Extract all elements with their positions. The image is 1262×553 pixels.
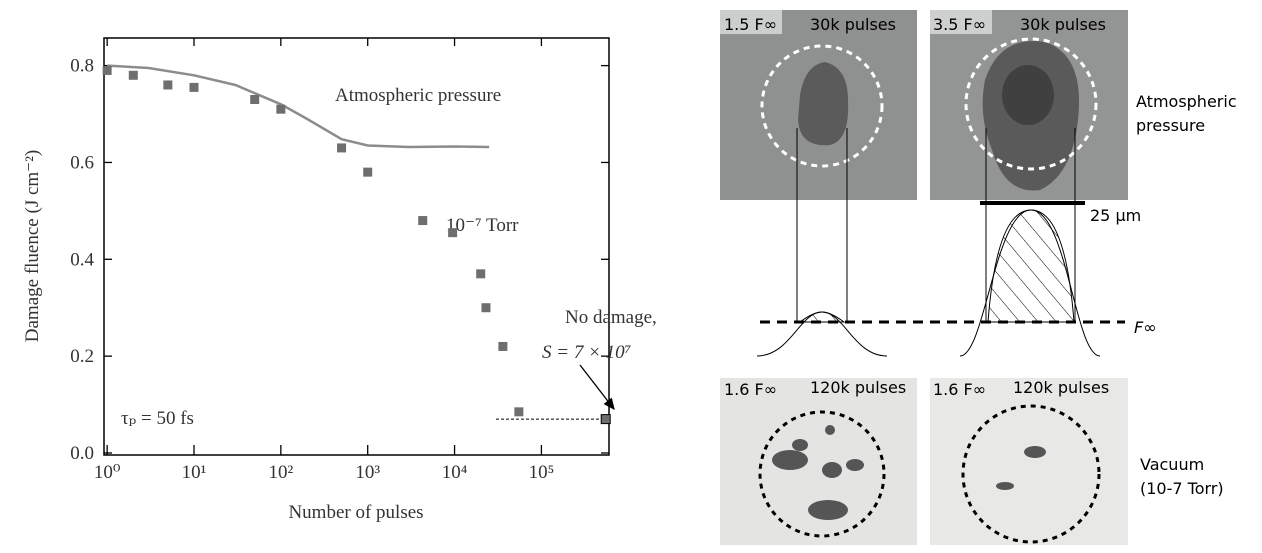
image-panels: 1.5 F∞ 30k pulses 3.5 F∞ 30k pulses 1.6 … (720, 10, 1237, 545)
label-bg (720, 10, 782, 34)
annotation: τₚ = 50 fs (121, 408, 194, 429)
scale-label: 25 µm (1090, 206, 1141, 225)
row-label: Atmospheric (1136, 92, 1237, 111)
threshold-label: F∞ (1134, 318, 1157, 337)
y-tick-label: 0.8 (70, 56, 94, 77)
data-point (481, 303, 491, 313)
x-tick-label: 10² (269, 462, 294, 483)
data-point (363, 167, 373, 177)
micrograph (720, 378, 917, 545)
data-point (337, 143, 347, 153)
x-tick-label: 10¹ (182, 462, 207, 483)
y-tick-label: 0.4 (70, 249, 94, 270)
chart: Damage fluence (J cm⁻²) Number of pulses… (22, 37, 657, 523)
data-point (498, 341, 508, 351)
pulses-label: 120k pulses (1013, 378, 1109, 397)
data-point (476, 269, 486, 279)
plot-frame (103, 37, 610, 456)
data-point (514, 407, 524, 417)
fluence-label: 3.5 F∞ (933, 15, 986, 34)
pulses-label: 120k pulses (810, 378, 906, 397)
data-point (102, 65, 112, 75)
beam-circle (758, 410, 886, 538)
y-tick-label: 0.2 (70, 346, 94, 367)
damage-spots (772, 425, 1046, 520)
data-point (448, 228, 458, 238)
y-tick-label: 0.6 (70, 152, 94, 173)
beam-circle (760, 44, 884, 168)
label-bg (930, 10, 992, 34)
y-axis-label: Damage fluence (J cm⁻²) (22, 150, 43, 342)
arrow (579, 364, 615, 411)
hatched-area (798, 311, 846, 323)
annotation: S = 7 × 10⁷ (542, 342, 632, 363)
data-point (250, 94, 260, 104)
data-point (189, 82, 199, 92)
data-point (418, 216, 428, 226)
x-axis-label: Number of pulses (288, 502, 423, 523)
beam-circle (961, 404, 1101, 544)
x-tick-label: 10⁰ (94, 462, 121, 483)
x-tick-label: 10³ (355, 462, 380, 483)
fluence-label: 1.5 F∞ (724, 15, 777, 34)
fit-curve (107, 64, 490, 149)
y-tick-label: 0.0 (70, 443, 94, 464)
pulses-label: 30k pulses (1020, 15, 1106, 34)
damage-core (1002, 65, 1054, 125)
row-label: Vacuum (1140, 455, 1204, 474)
annotation: No damage, (565, 307, 657, 328)
micrograph (930, 378, 1128, 545)
x-tick-label: 10⁵ (529, 462, 555, 483)
damage-spot (798, 62, 849, 146)
data-point (276, 104, 286, 114)
row-label: pressure (1136, 116, 1205, 135)
data-point (128, 70, 138, 80)
fluence-label: 1.6 F∞ (933, 380, 986, 399)
x-tick-label: 10⁴ (442, 462, 468, 483)
row-label: (10-7 Torr) (1140, 479, 1224, 498)
annotation: Atmospheric pressure (335, 85, 501, 106)
hatched-area (987, 209, 1075, 323)
annotation: 10⁻⁷ Torr (446, 215, 519, 236)
data-point (600, 414, 611, 425)
pulses-label: 30k pulses (810, 15, 896, 34)
beam-circle (964, 37, 1098, 171)
data-point (163, 80, 173, 90)
fluence-label: 1.6 F∞ (724, 380, 777, 399)
